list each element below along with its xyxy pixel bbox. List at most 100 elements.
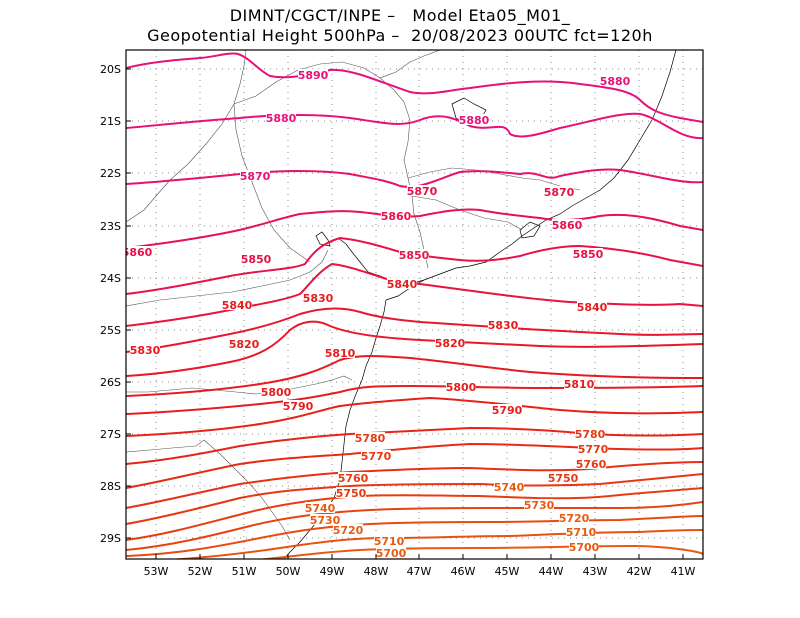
contour-label: 5840	[577, 301, 608, 314]
contour-label: 5810	[325, 347, 356, 360]
contour-label-background	[569, 541, 599, 552]
contour-label: 5820	[435, 337, 466, 350]
contour-label-background	[283, 400, 313, 411]
contour-label: 5760	[338, 472, 369, 485]
latitude-label: 25S	[100, 324, 121, 337]
contour-label-background	[399, 249, 429, 260]
contour-label-background	[261, 386, 291, 397]
contour-label: 5720	[333, 524, 364, 537]
contour-label-background	[576, 458, 606, 469]
longitude-label: 53W	[144, 565, 169, 578]
contour-label: 5800	[261, 386, 292, 399]
contour-label: 5870	[544, 186, 575, 199]
contour-label: 5860	[122, 246, 153, 259]
contour-label: 5880	[600, 75, 631, 88]
contour-label: 5710	[374, 535, 405, 548]
contour-label: 5790	[492, 404, 523, 417]
contour-label: 5810	[564, 378, 595, 391]
contour-label: 5780	[575, 428, 606, 441]
latitude-label: 20S	[100, 63, 121, 76]
contour-label: 5860	[381, 210, 412, 223]
contour-label-background	[387, 278, 417, 289]
contour-label-background	[240, 170, 270, 181]
contour-labels: 5890 5880 5880 5880 5870 5870 5870 5860 5860 5860…	[122, 69, 631, 560]
contour-label-background	[492, 404, 522, 415]
contour-label-background	[336, 487, 366, 498]
contour-label-background	[548, 472, 578, 483]
contour-label: 5700	[376, 547, 407, 560]
latitude-label: 24S	[100, 272, 121, 285]
contour-label-background	[229, 338, 259, 349]
longitude-label: 48W	[364, 565, 389, 578]
contour-label-background	[338, 472, 368, 483]
contour-label-background	[600, 75, 630, 86]
longitude-label: 42W	[627, 565, 652, 578]
latitude-label: 23S	[100, 220, 121, 233]
contour-label: 5820	[229, 338, 260, 351]
contour-label-background	[130, 344, 160, 355]
contour-label: 5740	[305, 502, 336, 515]
contour-label: 5880	[459, 114, 490, 127]
contour-label: 5780	[355, 432, 386, 445]
longitude-label: 46W	[451, 565, 476, 578]
contour-label: 5760	[576, 458, 607, 471]
contour-label-background	[552, 219, 582, 230]
contour-label-background	[559, 512, 589, 523]
longitude-label: 49W	[320, 565, 345, 578]
contour-label-background	[566, 526, 596, 537]
contour-label-background	[578, 443, 608, 454]
contour-label-background	[524, 499, 554, 510]
contour-label-background	[241, 253, 271, 264]
contour-label: 5750	[548, 472, 579, 485]
map-area: 5890 5880 5880 5880 5870 5870 5870 5860 5860 5860…	[122, 50, 703, 560]
contour-label: 5850	[399, 249, 430, 262]
contour-label-background	[435, 337, 465, 348]
contour-label-background	[374, 535, 404, 546]
contour-label: 5840	[222, 299, 253, 312]
contour-label-background	[575, 428, 605, 439]
contour-label-background	[126, 246, 152, 257]
contour-label-background	[266, 112, 296, 123]
contour-label: 5870	[407, 185, 438, 198]
plot-frame	[125, 49, 704, 560]
contour-label-background	[577, 301, 607, 312]
contour-label: 5890	[298, 69, 329, 82]
longitude-label: 43W	[583, 565, 608, 578]
longitude-label: 44W	[539, 565, 564, 578]
contour-label-background	[488, 319, 518, 330]
latitude-label: 29S	[100, 532, 121, 545]
contour-label: 5720	[559, 512, 590, 525]
longitude-label: 50W	[276, 565, 301, 578]
longitude-label: 45W	[495, 565, 520, 578]
contour-label: 5700	[569, 541, 600, 554]
contour-label: 5880	[266, 112, 297, 125]
contour-label: 5740	[494, 481, 525, 494]
latitude-label: 22S	[100, 167, 121, 180]
latitude-label: 26S	[100, 376, 121, 389]
contour-label: 5860	[552, 219, 583, 232]
contour-label-background	[305, 502, 335, 513]
contour-label-background	[303, 292, 333, 303]
latitude-label: 27S	[100, 428, 121, 441]
contour-label-background	[564, 378, 594, 389]
axis-ticks: 20S 21S 22S 23S 24S 25S 26S 27S 28S 29S 53W 52W 51W 5…	[100, 63, 696, 578]
contour-label: 5830	[303, 292, 334, 305]
contour-label-background	[325, 347, 355, 358]
contour-label: 5770	[578, 443, 609, 456]
contour-label-background	[376, 547, 406, 558]
latitude-label: 28S	[100, 480, 121, 493]
state-borders	[126, 50, 581, 541]
contour-label-background	[222, 299, 252, 310]
contour-label: 5850	[573, 248, 604, 261]
contour-label-background	[459, 114, 489, 125]
contour-label: 5770	[361, 450, 392, 463]
longitude-label: 47W	[407, 565, 432, 578]
longitude-label: 51W	[232, 565, 257, 578]
contour-label: 5730	[524, 499, 555, 512]
contour-label: 5850	[241, 253, 272, 266]
contour-label-background	[310, 514, 340, 525]
contour-label: 5830	[488, 319, 519, 332]
contour-label-background	[573, 248, 603, 259]
contour-label: 5830	[130, 344, 161, 357]
